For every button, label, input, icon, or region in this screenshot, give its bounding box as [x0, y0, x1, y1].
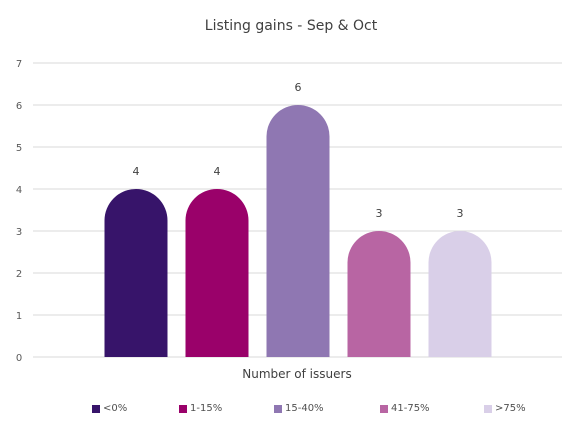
legend-item: 41-75%: [380, 403, 430, 414]
bar: [104, 189, 168, 357]
legend-swatch: [380, 404, 388, 413]
y-tick-label: 5: [16, 143, 22, 154]
bar: [347, 231, 411, 357]
legend-label: 41-75%: [391, 403, 430, 414]
bar: [266, 105, 330, 358]
y-axis-tick-labels: 0 1 2 3 4 5 6 7: [16, 59, 22, 364]
legend-item: 15-40%: [274, 403, 324, 414]
data-label: 6: [295, 81, 302, 94]
legend-swatch: [92, 404, 100, 413]
bar: [428, 231, 492, 357]
legend-item: >75%: [484, 403, 526, 414]
y-tick-label: 3: [16, 227, 22, 238]
legend-label: <0%: [103, 403, 128, 414]
y-tick-label: 1: [16, 311, 22, 322]
legend-swatch: [274, 404, 282, 413]
legend-label: 15-40%: [285, 403, 324, 414]
bar: [185, 189, 249, 357]
legend-item: 1-15%: [179, 403, 222, 414]
data-labels: 4 4 6 3 3: [133, 81, 464, 220]
y-tick-label: 2: [16, 269, 22, 280]
bars: [104, 105, 492, 358]
y-tick-label: 7: [16, 59, 22, 70]
y-tick-label: 0: [16, 353, 22, 364]
data-label: 3: [457, 207, 464, 220]
legend-label: 1-15%: [190, 403, 223, 414]
y-tick-label: 6: [16, 101, 22, 112]
data-label: 4: [214, 165, 221, 178]
data-label: 4: [133, 165, 140, 178]
data-label: 3: [376, 207, 383, 220]
chart-title: Listing gains - Sep & Oct: [204, 18, 378, 34]
y-tick-label: 4: [16, 185, 22, 196]
x-axis-label: Number of issuers: [242, 367, 351, 381]
legend-item: <0%: [92, 403, 127, 414]
legend-swatch: [179, 404, 187, 413]
legend-label: >75%: [495, 403, 526, 414]
legend-swatch: [484, 404, 492, 413]
legend: <0% 1-15% 15-40% 41-75% >75%: [0, 403, 582, 419]
